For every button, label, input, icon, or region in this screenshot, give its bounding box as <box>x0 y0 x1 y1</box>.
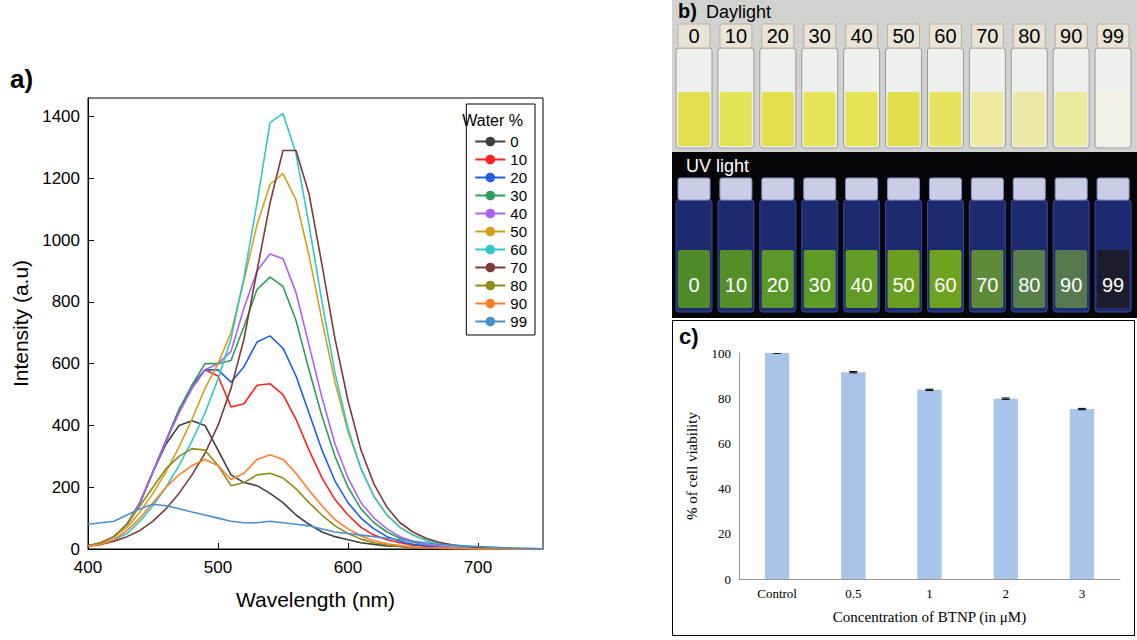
svg-text:Concentration of BTNP (in μM): Concentration of BTNP (in μM) <box>833 609 1026 626</box>
svg-text:800: 800 <box>52 292 80 311</box>
svg-text:2: 2 <box>1002 586 1009 601</box>
svg-text:40: 40 <box>510 205 527 222</box>
svg-text:99: 99 <box>510 313 527 330</box>
svg-text:20: 20 <box>718 526 731 541</box>
svg-text:50: 50 <box>892 274 914 296</box>
svg-text:600: 600 <box>52 354 80 373</box>
svg-text:3: 3 <box>1079 586 1086 601</box>
svg-text:90: 90 <box>510 295 527 312</box>
svg-text:Water %: Water % <box>462 112 523 129</box>
svg-text:80: 80 <box>718 391 731 406</box>
svg-text:70: 70 <box>510 259 527 276</box>
svg-text:20: 20 <box>510 169 527 186</box>
svg-text:1: 1 <box>926 586 933 601</box>
svg-text:20: 20 <box>767 274 789 296</box>
svg-text:60: 60 <box>718 436 731 451</box>
svg-text:1400: 1400 <box>42 107 80 126</box>
svg-text:10: 10 <box>510 151 527 168</box>
svg-text:0.5: 0.5 <box>845 586 861 601</box>
svg-text:60: 60 <box>934 274 956 296</box>
svg-text:1200: 1200 <box>42 169 80 188</box>
svg-text:Control: Control <box>757 586 797 601</box>
svg-text:400: 400 <box>74 558 102 577</box>
svg-text:0: 0 <box>688 25 699 47</box>
svg-text:0: 0 <box>510 133 518 150</box>
svg-text:90: 90 <box>1060 25 1082 47</box>
svg-text:600: 600 <box>334 558 362 577</box>
svg-text:100: 100 <box>712 346 732 361</box>
svg-text:50: 50 <box>892 25 914 47</box>
svg-text:400: 400 <box>52 416 80 435</box>
svg-text:0: 0 <box>71 540 80 559</box>
svg-text:40: 40 <box>851 274 873 296</box>
svg-text:30: 30 <box>510 187 527 204</box>
svg-text:Intensity (a.u): Intensity (a.u) <box>9 260 32 387</box>
svg-text:10: 10 <box>725 25 747 47</box>
svg-text:700: 700 <box>464 558 492 577</box>
svg-text:50: 50 <box>510 223 527 240</box>
svg-text:0: 0 <box>725 572 732 587</box>
svg-text:60: 60 <box>510 241 527 258</box>
svg-text:99: 99 <box>1102 25 1124 47</box>
svg-text:10: 10 <box>725 274 747 296</box>
svg-text:c): c) <box>679 324 699 349</box>
svg-text:20: 20 <box>767 25 789 47</box>
svg-text:30: 30 <box>809 25 831 47</box>
svg-text:30: 30 <box>809 274 831 296</box>
svg-text:80: 80 <box>510 277 527 294</box>
svg-text:70: 70 <box>976 25 998 47</box>
svg-text:% of cell viability: % of cell viability <box>684 412 700 520</box>
svg-text:80: 80 <box>1018 25 1040 47</box>
svg-text:200: 200 <box>52 478 80 497</box>
svg-text:70: 70 <box>976 274 998 296</box>
svg-text:Wavelength (nm): Wavelength (nm) <box>236 588 395 611</box>
svg-text:1000: 1000 <box>42 231 80 250</box>
svg-text:99: 99 <box>1102 274 1124 296</box>
svg-text:0: 0 <box>688 274 699 296</box>
svg-text:UV light: UV light <box>686 156 749 176</box>
svg-text:80: 80 <box>1018 274 1040 296</box>
svg-text:40: 40 <box>851 25 873 47</box>
svg-text:500: 500 <box>204 558 232 577</box>
svg-text:Daylight: Daylight <box>706 2 771 22</box>
svg-text:90: 90 <box>1060 274 1082 296</box>
svg-text:60: 60 <box>934 25 956 47</box>
svg-text:a): a) <box>10 64 33 94</box>
svg-text:b): b) <box>678 0 697 22</box>
svg-text:40: 40 <box>718 481 731 496</box>
